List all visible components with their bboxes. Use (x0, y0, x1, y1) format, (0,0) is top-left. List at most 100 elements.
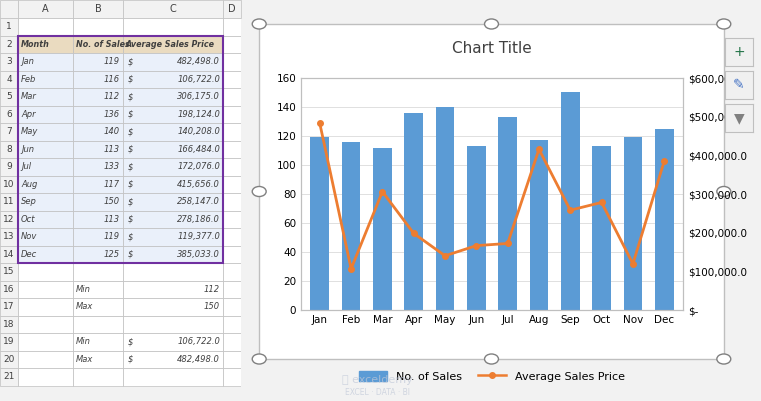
Bar (18, 350, 73, 368)
Bar (123, 18, 223, 36)
Circle shape (252, 186, 266, 196)
Bar (18, 228, 73, 245)
Text: 13: 13 (3, 232, 14, 241)
Bar (123, 88, 223, 105)
Bar (18, 245, 73, 263)
Text: Apr: Apr (21, 110, 36, 119)
Text: $: $ (128, 250, 133, 259)
Text: 136: 136 (103, 110, 120, 119)
Text: Max: Max (76, 355, 94, 364)
Text: Average Sales Price: Average Sales Price (126, 40, 215, 49)
Text: 3: 3 (6, 57, 12, 66)
Text: 258,147.0: 258,147.0 (177, 197, 220, 206)
Bar (223, 228, 241, 245)
Bar (123, 123, 223, 140)
Text: $: $ (128, 355, 133, 364)
Bar (123, 350, 223, 368)
Bar (73, 298, 123, 316)
Bar (18, 158, 73, 176)
Text: 20: 20 (3, 355, 14, 364)
Text: Sep: Sep (21, 197, 37, 206)
Bar (18, 281, 73, 298)
Text: 112: 112 (103, 92, 120, 101)
Bar (123, 298, 223, 316)
Bar (123, 228, 223, 245)
Bar (123, 350, 223, 368)
Bar (223, 0, 241, 18)
Text: Dec: Dec (21, 250, 37, 259)
Text: 106,722.0: 106,722.0 (177, 337, 220, 346)
Bar (18, 263, 73, 281)
Text: No. of Sales: No. of Sales (76, 40, 129, 49)
Text: 117: 117 (103, 180, 120, 189)
Bar (223, 158, 241, 176)
Text: 113: 113 (103, 215, 120, 224)
Bar (73, 298, 123, 316)
Bar (223, 123, 241, 140)
Bar (18, 105, 73, 123)
Bar (123, 333, 223, 350)
Bar (223, 211, 241, 228)
Text: $: $ (128, 162, 133, 171)
Bar (592, 146, 611, 310)
Text: $: $ (128, 57, 133, 66)
Bar (18, 53, 73, 71)
Text: 106,722.0: 106,722.0 (177, 75, 220, 84)
Bar (18, 211, 73, 228)
Bar (18, 71, 73, 88)
Text: 415,656.0: 415,656.0 (177, 180, 220, 189)
Text: $: $ (128, 75, 133, 84)
Bar (223, 176, 241, 193)
Bar (435, 107, 454, 310)
Text: 5: 5 (6, 92, 12, 101)
Text: Jul: Jul (21, 162, 31, 171)
Bar (0, 298, 18, 316)
Text: $: $ (128, 197, 133, 206)
Bar (0, 71, 18, 88)
Bar (123, 281, 223, 298)
Bar (18, 88, 73, 105)
Circle shape (485, 354, 498, 364)
Bar (0, 263, 18, 281)
Text: 7: 7 (6, 127, 12, 136)
Bar (223, 298, 241, 316)
Text: 116: 116 (103, 75, 120, 84)
Text: 140: 140 (103, 127, 120, 136)
Bar (123, 71, 223, 88)
Bar (0, 123, 18, 140)
Bar (223, 71, 241, 88)
Bar (18, 333, 73, 350)
Bar (0, 193, 18, 211)
Bar (73, 105, 123, 123)
Bar (0, 18, 18, 36)
Text: 112: 112 (204, 285, 220, 294)
Bar (0, 350, 18, 368)
Text: $: $ (128, 180, 133, 189)
Text: 2: 2 (6, 40, 12, 49)
Bar (404, 113, 423, 310)
Bar (73, 193, 123, 211)
Text: 1: 1 (6, 22, 12, 31)
Text: Min: Min (76, 337, 91, 346)
Bar (18, 0, 73, 18)
Text: 🏠 exceldemy: 🏠 exceldemy (342, 375, 412, 385)
Text: Mar: Mar (21, 92, 37, 101)
Bar (73, 176, 123, 193)
Bar (73, 18, 123, 36)
Bar (223, 263, 241, 281)
Text: $: $ (128, 215, 133, 224)
Text: $: $ (128, 110, 133, 119)
Text: 19: 19 (3, 337, 14, 346)
Bar (123, 281, 223, 298)
Bar (467, 146, 486, 310)
Bar (0, 36, 18, 53)
Bar (123, 193, 223, 211)
Text: 482,498.0: 482,498.0 (177, 355, 220, 364)
Bar (0, 140, 18, 158)
Text: 14: 14 (3, 250, 14, 259)
Bar (223, 53, 241, 71)
Bar (223, 105, 241, 123)
Bar (223, 350, 241, 368)
Bar (73, 71, 123, 88)
Bar (373, 148, 392, 310)
